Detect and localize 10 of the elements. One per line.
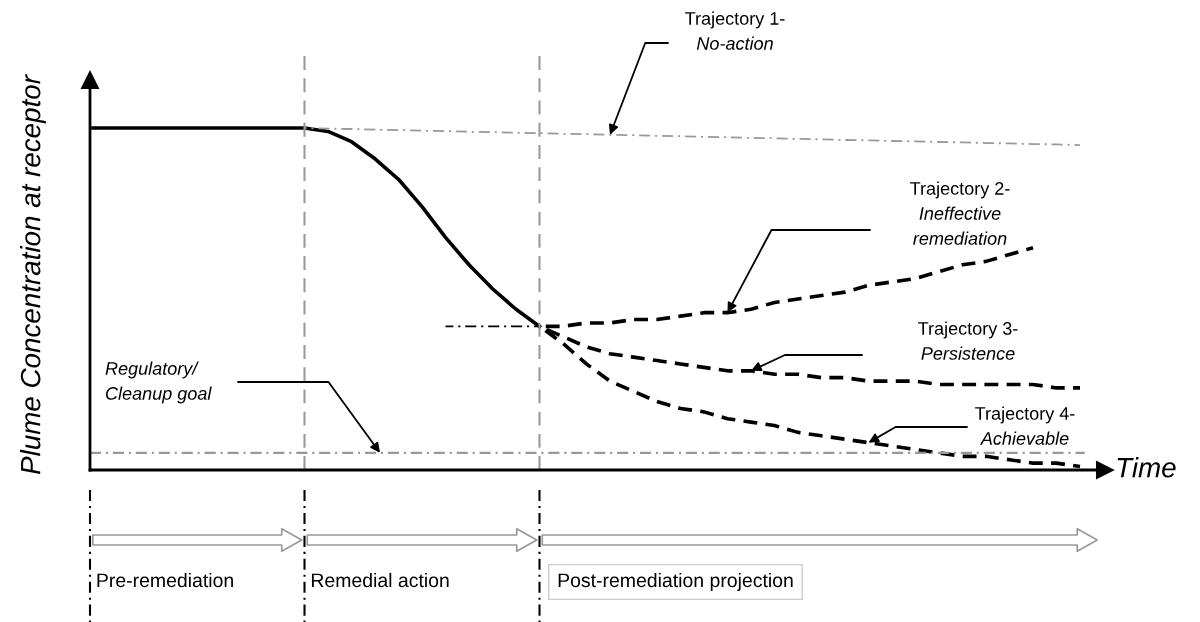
series-label: Trajectory 4- Achievable <box>975 406 1075 445</box>
ref-line-label: Regulatory/ Cleanup goal <box>105 361 212 404</box>
x-axis-title: Time <box>1117 457 1176 478</box>
series-label: Trajectory 3- Persistence <box>918 321 1018 360</box>
text: Remedial action <box>311 572 449 588</box>
series-label: Trajectory 2- Ineffective remediation <box>910 181 1010 245</box>
text: Pre-remediation <box>97 572 233 588</box>
text: Trajectory 1- No-action <box>685 11 785 50</box>
y-axis-title: Plume Concentration at receptor <box>20 74 46 475</box>
text: Post-remediation projection <box>558 572 793 592</box>
